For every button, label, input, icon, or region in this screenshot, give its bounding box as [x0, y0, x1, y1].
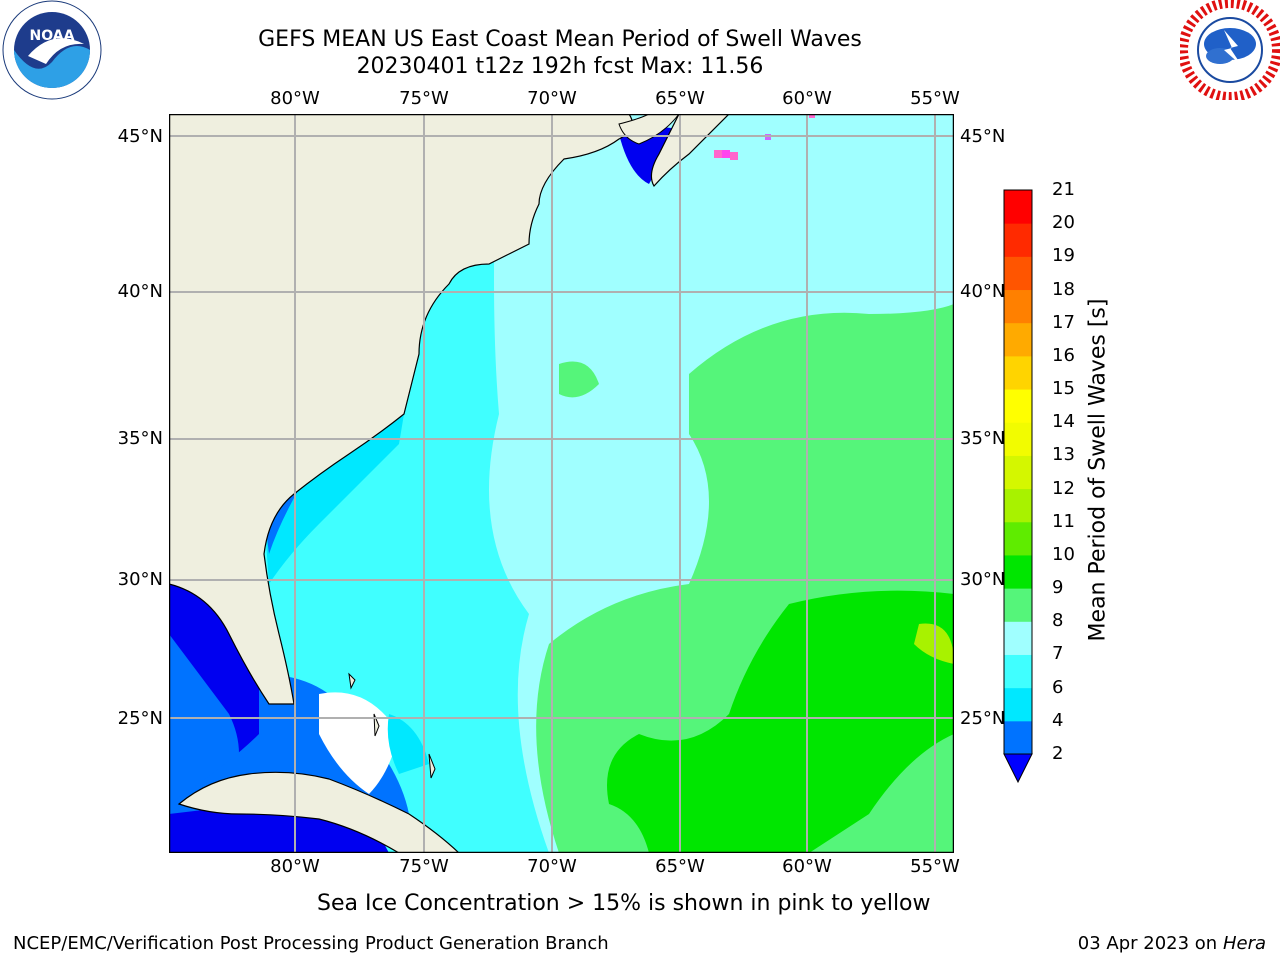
- lat-label-left: 25°N: [117, 708, 163, 729]
- colorbar-tick-label: 2: [1052, 743, 1064, 764]
- bahamas-island-2: [373, 713, 380, 737]
- colorbar-tick-label: 7: [1052, 643, 1064, 665]
- lon-label-bottom: 70°W: [527, 856, 577, 877]
- chart-title: GEFS MEAN US East Coast Mean Period of S…: [258, 27, 862, 52]
- colorbar-band: [1004, 455, 1032, 490]
- sea-ice-cell: [730, 152, 738, 160]
- colorbar-band: [1004, 588, 1032, 622]
- lat-label-right: 30°N: [960, 569, 1006, 590]
- colorbar-tick-label: 20: [1052, 212, 1075, 234]
- north-america-land: [169, 114, 633, 705]
- lon-label-bottom: 80°W: [270, 856, 320, 877]
- footer-date-text: 03 Apr 2023 on: [1077, 933, 1218, 954]
- footer-date: 03 Apr 2023 on Hera: [1078, 933, 1266, 954]
- lon-label-bottom: 65°W: [655, 856, 705, 877]
- colorbar-band: [1004, 654, 1032, 689]
- map-canvas: [168, 113, 955, 854]
- sea-ice-cell: [722, 150, 730, 158]
- colorbar-tick-label: 17: [1052, 311, 1075, 333]
- lat-label-left: 45°N: [117, 126, 163, 147]
- lat-label-left: 30°N: [117, 569, 163, 590]
- colorbar-band: [1004, 289, 1032, 324]
- footer-host: Hera: [1222, 933, 1266, 954]
- colorbar-tick-label: 6: [1052, 676, 1064, 698]
- nws-logo-icon: [1178, 0, 1280, 102]
- ocean-10-11-patch: [769, 687, 869, 764]
- sea-ice-cell: [714, 150, 722, 158]
- sea-ice-note: Sea Ice Concentration > 15% is shown in …: [317, 891, 931, 916]
- colorbar-tick-label: 18: [1052, 278, 1075, 300]
- colorbar-tick-label: 16: [1052, 344, 1075, 366]
- colorbar-tick-label: 19: [1052, 245, 1075, 267]
- colorbar-tick-label: 9: [1052, 577, 1064, 599]
- lon-label-top: 80°W: [270, 88, 320, 109]
- chart-subtitle: 20230401 t12z 192h fcst Max: 11.56: [356, 54, 764, 79]
- lon-label-top: 55°W: [910, 88, 960, 109]
- lat-label-right: 25°N: [960, 708, 1006, 729]
- lon-label-bottom: 75°W: [399, 856, 449, 877]
- colorbar-band: [1004, 422, 1032, 456]
- colorbar-band: [1004, 389, 1032, 423]
- lat-label-right: 45°N: [960, 126, 1006, 147]
- bahamas-island-3: [428, 753, 436, 779]
- lon-label-top: 70°W: [527, 88, 577, 109]
- lon-label-top: 75°W: [399, 88, 449, 109]
- colorbar-tick-label: 4: [1052, 709, 1064, 731]
- colorbar-extend-triangle: [1003, 753, 1033, 784]
- colorbar-band: [1004, 488, 1032, 523]
- colorbar-band: [1004, 223, 1032, 257]
- colorbar-tick-label: 12: [1052, 477, 1075, 499]
- nova-scotia-land: [650, 114, 730, 188]
- bahamas-4-6: [387, 714, 429, 774]
- colorbar-band: [1004, 322, 1032, 357]
- colorbar-tick-label: 8: [1052, 610, 1064, 632]
- colorbar-band: [1004, 554, 1032, 589]
- lat-label-right: 40°N: [960, 281, 1006, 302]
- ocean-9-10-patch: [559, 361, 599, 398]
- bahamas-island-1: [348, 672, 356, 690]
- lon-label-bottom: 60°W: [782, 856, 832, 877]
- colorbar-band: [1004, 256, 1032, 291]
- lat-label-right: 35°N: [960, 428, 1006, 449]
- colorbar-band: [1004, 521, 1032, 556]
- colorbar-tick-label: 13: [1052, 444, 1075, 466]
- colorbar: [1000, 186, 1040, 786]
- map-border: [168, 113, 955, 854]
- footer-credit: NCEP/EMC/Verification Post Processing Pr…: [13, 933, 609, 954]
- noaa-logo-center-text: NOAA: [30, 28, 75, 44]
- noaa-logo: NOAA: [0, 0, 104, 100]
- colorbar-swatches: [1003, 189, 1033, 784]
- ocean-2-4-nearshore: [264, 489, 299, 554]
- colorbar-band: [1004, 355, 1032, 390]
- lon-label-top: 60°W: [782, 88, 832, 109]
- swell-period-map: [168, 113, 955, 854]
- ocean-4-6-nearshore: [264, 414, 404, 584]
- colorbar-tick-label: 15: [1052, 378, 1075, 400]
- colorbar-band: [1004, 190, 1032, 224]
- lon-label-bottom: 55°W: [910, 856, 960, 877]
- lon-label-top: 65°W: [655, 88, 705, 109]
- cuba-land: [177, 771, 460, 853]
- colorbar-tick-label: 14: [1052, 411, 1075, 433]
- colorbar-band: [1004, 720, 1032, 755]
- colorbar-tick-label: 11: [1052, 510, 1075, 532]
- nws-logo: [1178, 0, 1280, 102]
- noaa-logo-icon: NOAA: [2, 0, 102, 100]
- colorbar-title: Mean Period of Swell Waves [s]: [1085, 298, 1111, 642]
- colorbar-tick-label: 21: [1052, 179, 1075, 200]
- graticule: [169, 114, 954, 853]
- colorbar-band: [1004, 621, 1032, 655]
- colorbar-border: [1003, 189, 1033, 755]
- lat-label-left: 35°N: [117, 428, 163, 449]
- sea-ice-cell: [809, 114, 815, 118]
- colorbar-band: [1004, 687, 1032, 722]
- colorbar-tick-label: 10: [1052, 543, 1075, 565]
- lat-label-left: 40°N: [117, 281, 163, 302]
